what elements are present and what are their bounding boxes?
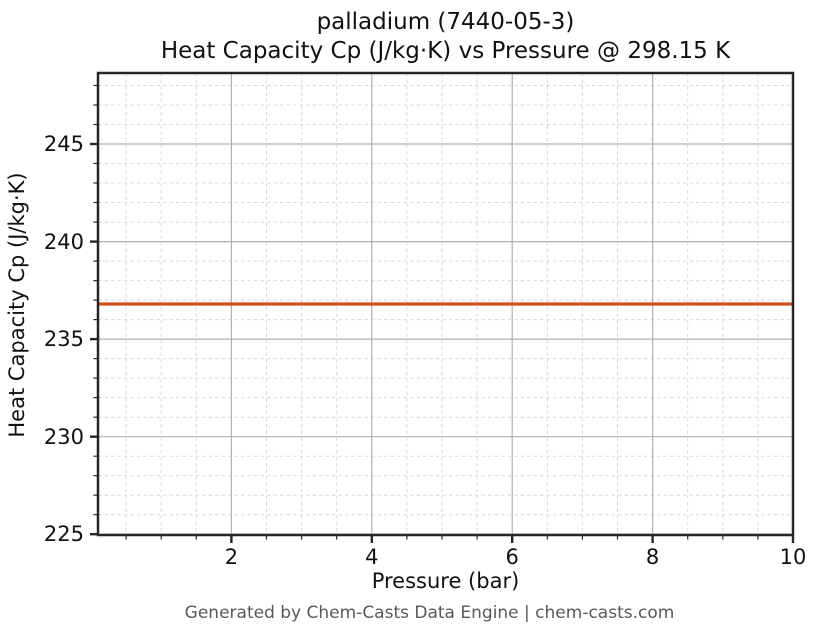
x-tick-label: 4: [365, 545, 379, 569]
chart-subtitle: Heat Capacity Cp (J/kg·K) vs Pressure @ …: [160, 38, 731, 64]
chart-title: palladium (7440-05-3): [316, 9, 575, 35]
y-tick-label: 245: [43, 132, 84, 157]
footer-credit: Generated by Chem-Casts Data Engine | ch…: [184, 603, 675, 623]
x-tick-label: 10: [779, 545, 807, 569]
plot-spines: [96, 71, 795, 537]
y-tick-label: 230: [43, 424, 84, 449]
y-tick-label: 235: [43, 327, 84, 352]
y-tick-label: 225: [43, 522, 84, 547]
axis-ticks: [90, 84, 795, 543]
x-tick-label: 6: [505, 545, 519, 569]
x-tick-label: 8: [645, 545, 660, 569]
x-tick-label: 2: [224, 545, 239, 569]
x-axis-label: Pressure (bar): [371, 569, 520, 593]
y-tick-label: 240: [43, 229, 84, 254]
